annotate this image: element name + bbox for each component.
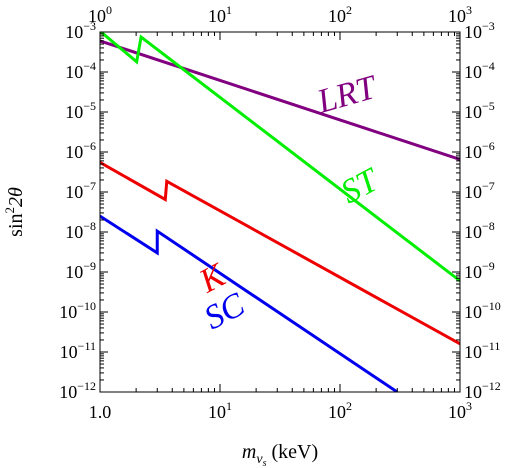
y-tick-label-right: 10−3 xyxy=(464,19,495,42)
y-tick-label-right: 10−6 xyxy=(464,139,495,162)
x-tick-label: 1.0 xyxy=(89,402,112,422)
y-tick-label-right: 10−8 xyxy=(464,219,495,242)
y-tick-label-right: 10−5 xyxy=(464,99,495,122)
y-tick-label: 10−7 xyxy=(65,179,96,202)
y-tick-label: 10−6 xyxy=(65,139,96,162)
x-tick-label-top: 102 xyxy=(328,3,352,26)
series-line-lrt xyxy=(100,39,460,161)
y-tick-label: 10−4 xyxy=(65,59,96,82)
plot-frame xyxy=(99,31,461,393)
x-tick-label-top: 103 xyxy=(448,3,472,26)
x-tick-label: 101 xyxy=(208,399,232,422)
series-layer xyxy=(100,32,460,392)
series-label-st: ST xyxy=(335,161,386,212)
y-tick-label-right: 10−10 xyxy=(464,299,501,322)
y-tick-label-right: 10−7 xyxy=(464,179,495,202)
series-label-lrt: LRT xyxy=(312,68,381,121)
y-tick-label: 10−12 xyxy=(59,379,96,402)
axes-layer xyxy=(99,31,461,393)
x-tick-label-top: 101 xyxy=(208,3,232,26)
y-tick-label-right: 10−4 xyxy=(464,59,495,82)
x-tick-label: 102 xyxy=(328,399,352,422)
series-label-sc: SC xyxy=(198,286,251,337)
y-tick-label: 10−10 xyxy=(59,299,96,322)
y-tick-label-right: 10−11 xyxy=(464,339,500,362)
x-axis-label: mνs (keV) xyxy=(242,441,318,468)
y-axis-label: sin22θ xyxy=(2,187,27,237)
y-tick-label-right: 10−12 xyxy=(464,379,501,402)
series-line-st xyxy=(100,32,460,283)
x-tick-label: 103 xyxy=(448,399,472,422)
y-tick-label: 10−3 xyxy=(65,19,96,42)
y-tick-label: 10−5 xyxy=(65,99,96,122)
y-tick-label: 10−8 xyxy=(65,219,96,242)
y-tick-label: 10−9 xyxy=(65,259,96,282)
series-line-k xyxy=(100,161,460,346)
y-tick-label-right: 10−9 xyxy=(464,259,495,282)
y-tick-label: 10−11 xyxy=(60,339,96,362)
series-line-sc xyxy=(100,214,399,392)
x-tick-label-top: 100 xyxy=(88,3,112,26)
